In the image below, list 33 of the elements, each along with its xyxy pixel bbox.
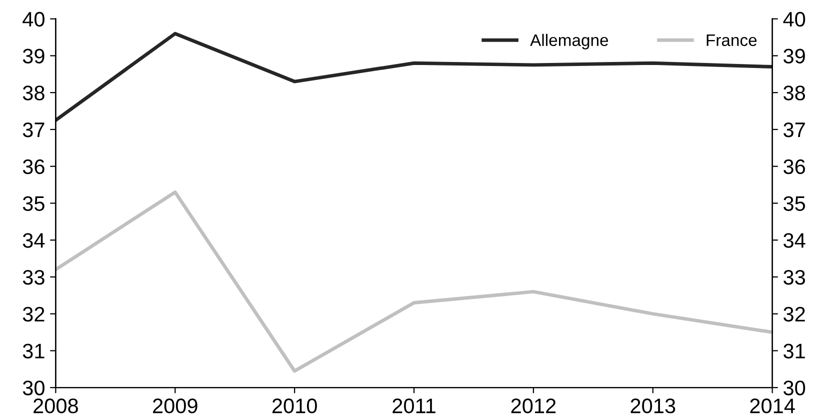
x-tick-label: 2013	[630, 398, 676, 414]
x-tick-label: 2012	[511, 398, 556, 414]
y-tick-label: 38	[22, 86, 44, 100]
y2-tick-label: 39	[784, 48, 805, 64]
x-tick-label: 2014	[750, 398, 795, 414]
y-tick-label: 39	[22, 48, 44, 64]
x-tick-label: 2011	[392, 398, 436, 414]
y-tick-label: 32	[22, 306, 44, 322]
y2-tick-label: 40	[783, 12, 806, 27]
y-tick-label: 37	[22, 122, 44, 138]
y-tick-label: 30	[22, 380, 44, 396]
y2-tick-label: 34	[784, 233, 806, 248]
y2-tick-label: 35	[784, 196, 806, 211]
legend-label: Allemagne	[530, 34, 608, 50]
y2-tick-label: 36	[784, 159, 805, 174]
y2-tick-label: 30	[784, 380, 806, 396]
y-tick-label: 31	[22, 344, 44, 358]
y2-tick-label: 37	[784, 122, 805, 138]
y-tick-label: 35	[22, 196, 44, 211]
x-tick-label: 2008	[34, 398, 78, 414]
y-tick-label: 40	[22, 12, 44, 27]
y2-tick-label: 32	[784, 306, 805, 322]
x-tick-label: 2010	[272, 398, 317, 414]
line-series	[56, 190, 772, 373]
y2-tick-label: 38	[784, 86, 805, 100]
y-tick-label: 34	[22, 233, 45, 248]
y-tick-label: 33	[22, 270, 44, 285]
y-tick-label: 36	[22, 159, 44, 174]
legend-label: France	[706, 34, 757, 46]
line-series	[56, 32, 772, 122]
y2-tick-label: 33	[784, 270, 805, 285]
y2-tick-label: 31	[784, 344, 805, 358]
x-tick-label: 2009	[153, 398, 198, 414]
